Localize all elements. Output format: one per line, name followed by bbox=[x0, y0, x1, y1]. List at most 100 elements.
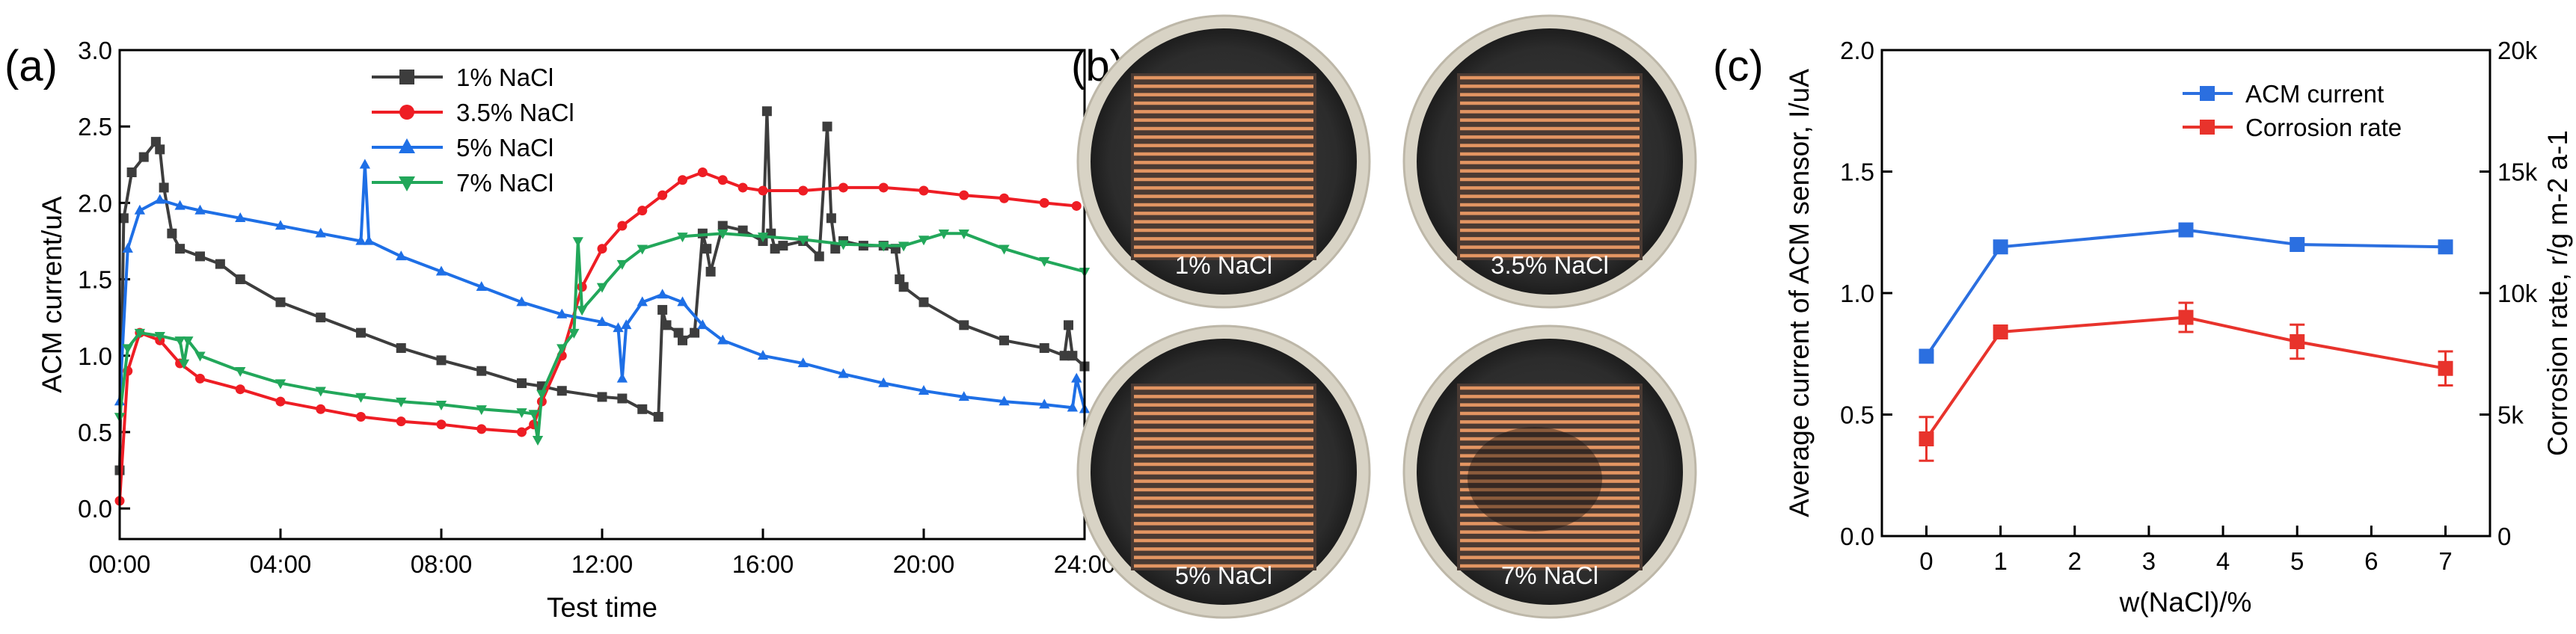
a-data-point bbox=[1071, 372, 1082, 383]
a-data-point bbox=[717, 230, 729, 240]
a-data-point bbox=[1039, 343, 1049, 354]
c-series-group bbox=[1919, 222, 2453, 462]
a-data-point bbox=[637, 404, 648, 414]
a-data-point bbox=[195, 251, 205, 262]
sample-photo-2: 3.5% NaCl bbox=[1402, 14, 1697, 309]
electrode-base bbox=[1131, 73, 1316, 260]
a-data-point bbox=[476, 280, 487, 291]
a-data-point bbox=[1039, 197, 1049, 208]
a-data-point bbox=[898, 282, 909, 292]
a-data-point bbox=[356, 412, 366, 422]
a-xtick-label: 20:00 bbox=[893, 550, 955, 578]
a-data-point bbox=[737, 182, 748, 193]
c-y2tick-label: 0 bbox=[2497, 523, 2511, 550]
a-data-point bbox=[118, 213, 129, 224]
a-axes: 0.0 0.5 1.0 1.5 2.0 2.5 3.0 00:00 04:00 08:00 12:0… bbox=[78, 37, 1115, 578]
c-xtick-label: 5 bbox=[2290, 547, 2304, 575]
electrode-base bbox=[1457, 73, 1643, 260]
c-xtick-label: 0 bbox=[1919, 547, 1933, 575]
a-data-point bbox=[178, 359, 190, 369]
a-data-point bbox=[1067, 351, 1078, 361]
a-data-point bbox=[174, 336, 185, 347]
a-ytick-label: 3.0 bbox=[78, 37, 112, 64]
a-data-point bbox=[757, 233, 769, 243]
c-xtick-label: 3 bbox=[2142, 547, 2156, 575]
a-data-point bbox=[702, 244, 712, 254]
a-series-markers-4 bbox=[114, 230, 1091, 446]
a-data-point bbox=[1039, 398, 1050, 409]
a-data-point bbox=[316, 313, 326, 323]
a-data-point bbox=[830, 244, 841, 254]
a-data-point bbox=[677, 233, 688, 243]
a-data-point bbox=[958, 230, 969, 240]
a-data-point bbox=[616, 259, 628, 270]
c-data-point bbox=[2438, 360, 2453, 376]
corrosion-stain bbox=[1468, 427, 1602, 532]
a-data-point bbox=[596, 283, 608, 293]
a-data-point bbox=[757, 349, 769, 360]
a-data-point bbox=[517, 427, 527, 437]
a-data-point bbox=[556, 344, 568, 354]
a-data-point bbox=[737, 225, 748, 236]
a-data-point bbox=[898, 241, 910, 252]
a-data-point bbox=[235, 366, 246, 377]
c-data-point bbox=[2438, 239, 2453, 255]
c-data-point bbox=[2290, 334, 2305, 349]
a-data-point bbox=[657, 304, 668, 315]
a-xlabel: Test time bbox=[547, 592, 657, 623]
a-data-point bbox=[958, 391, 969, 401]
a-data-point bbox=[938, 230, 950, 240]
a-data-point bbox=[528, 410, 539, 420]
a-data-point bbox=[364, 235, 375, 245]
a-xtick-label: 12:00 bbox=[571, 550, 634, 578]
a-data-point bbox=[653, 412, 663, 422]
a-data-point bbox=[959, 190, 969, 200]
a-data-point bbox=[822, 121, 832, 132]
c-xtick-label: 6 bbox=[2364, 547, 2378, 575]
a-ylabel: ACM current/uA bbox=[37, 196, 67, 393]
a-data-point bbox=[235, 212, 246, 223]
a-xtick-label: 16:00 bbox=[732, 550, 794, 578]
a-data-point bbox=[167, 228, 177, 238]
a-data-point bbox=[435, 400, 447, 410]
a-data-point bbox=[194, 351, 206, 362]
a-data-point bbox=[359, 158, 371, 169]
a-data-point bbox=[215, 259, 225, 269]
a-data-point bbox=[134, 328, 146, 339]
a-data-point bbox=[838, 182, 848, 193]
a-data-point bbox=[155, 144, 165, 155]
c-ytick-label: 1.5 bbox=[1840, 158, 1874, 186]
a-data-point bbox=[617, 221, 628, 231]
c-legend-label: ACM current bbox=[2245, 80, 2384, 108]
a-data-point bbox=[159, 182, 169, 193]
a-data-point bbox=[396, 250, 407, 261]
c-legend-marker bbox=[2200, 120, 2215, 135]
a-ytick-label: 1.0 bbox=[78, 342, 112, 370]
sample-photo-label: 5% NaCl bbox=[1175, 561, 1272, 589]
a-data-point bbox=[678, 335, 687, 345]
a-legend-marker bbox=[399, 138, 415, 153]
a-data-point bbox=[275, 297, 286, 307]
a-data-point bbox=[315, 227, 326, 238]
a-data-point bbox=[637, 244, 648, 255]
a-data-point bbox=[126, 167, 137, 177]
a-xtick-label: 08:00 bbox=[411, 550, 473, 578]
a-data-point bbox=[814, 251, 824, 262]
a-data-point bbox=[355, 393, 367, 403]
c-xtick-label: 1 bbox=[1993, 547, 2007, 575]
a-data-point bbox=[657, 190, 668, 200]
c-data-point bbox=[1993, 239, 2008, 255]
electrode-base bbox=[1131, 384, 1316, 570]
a-data-point bbox=[673, 327, 684, 338]
c-y2tick-label: 10k bbox=[2497, 280, 2538, 307]
a-data-point bbox=[436, 355, 447, 366]
a-data-point bbox=[697, 319, 708, 330]
a-legend-marker bbox=[399, 70, 414, 84]
a-data-point bbox=[919, 297, 929, 307]
a-data-point bbox=[697, 167, 708, 177]
a-data-point bbox=[678, 175, 687, 185]
a-data-point bbox=[798, 185, 809, 196]
c-data-point bbox=[2178, 222, 2194, 238]
